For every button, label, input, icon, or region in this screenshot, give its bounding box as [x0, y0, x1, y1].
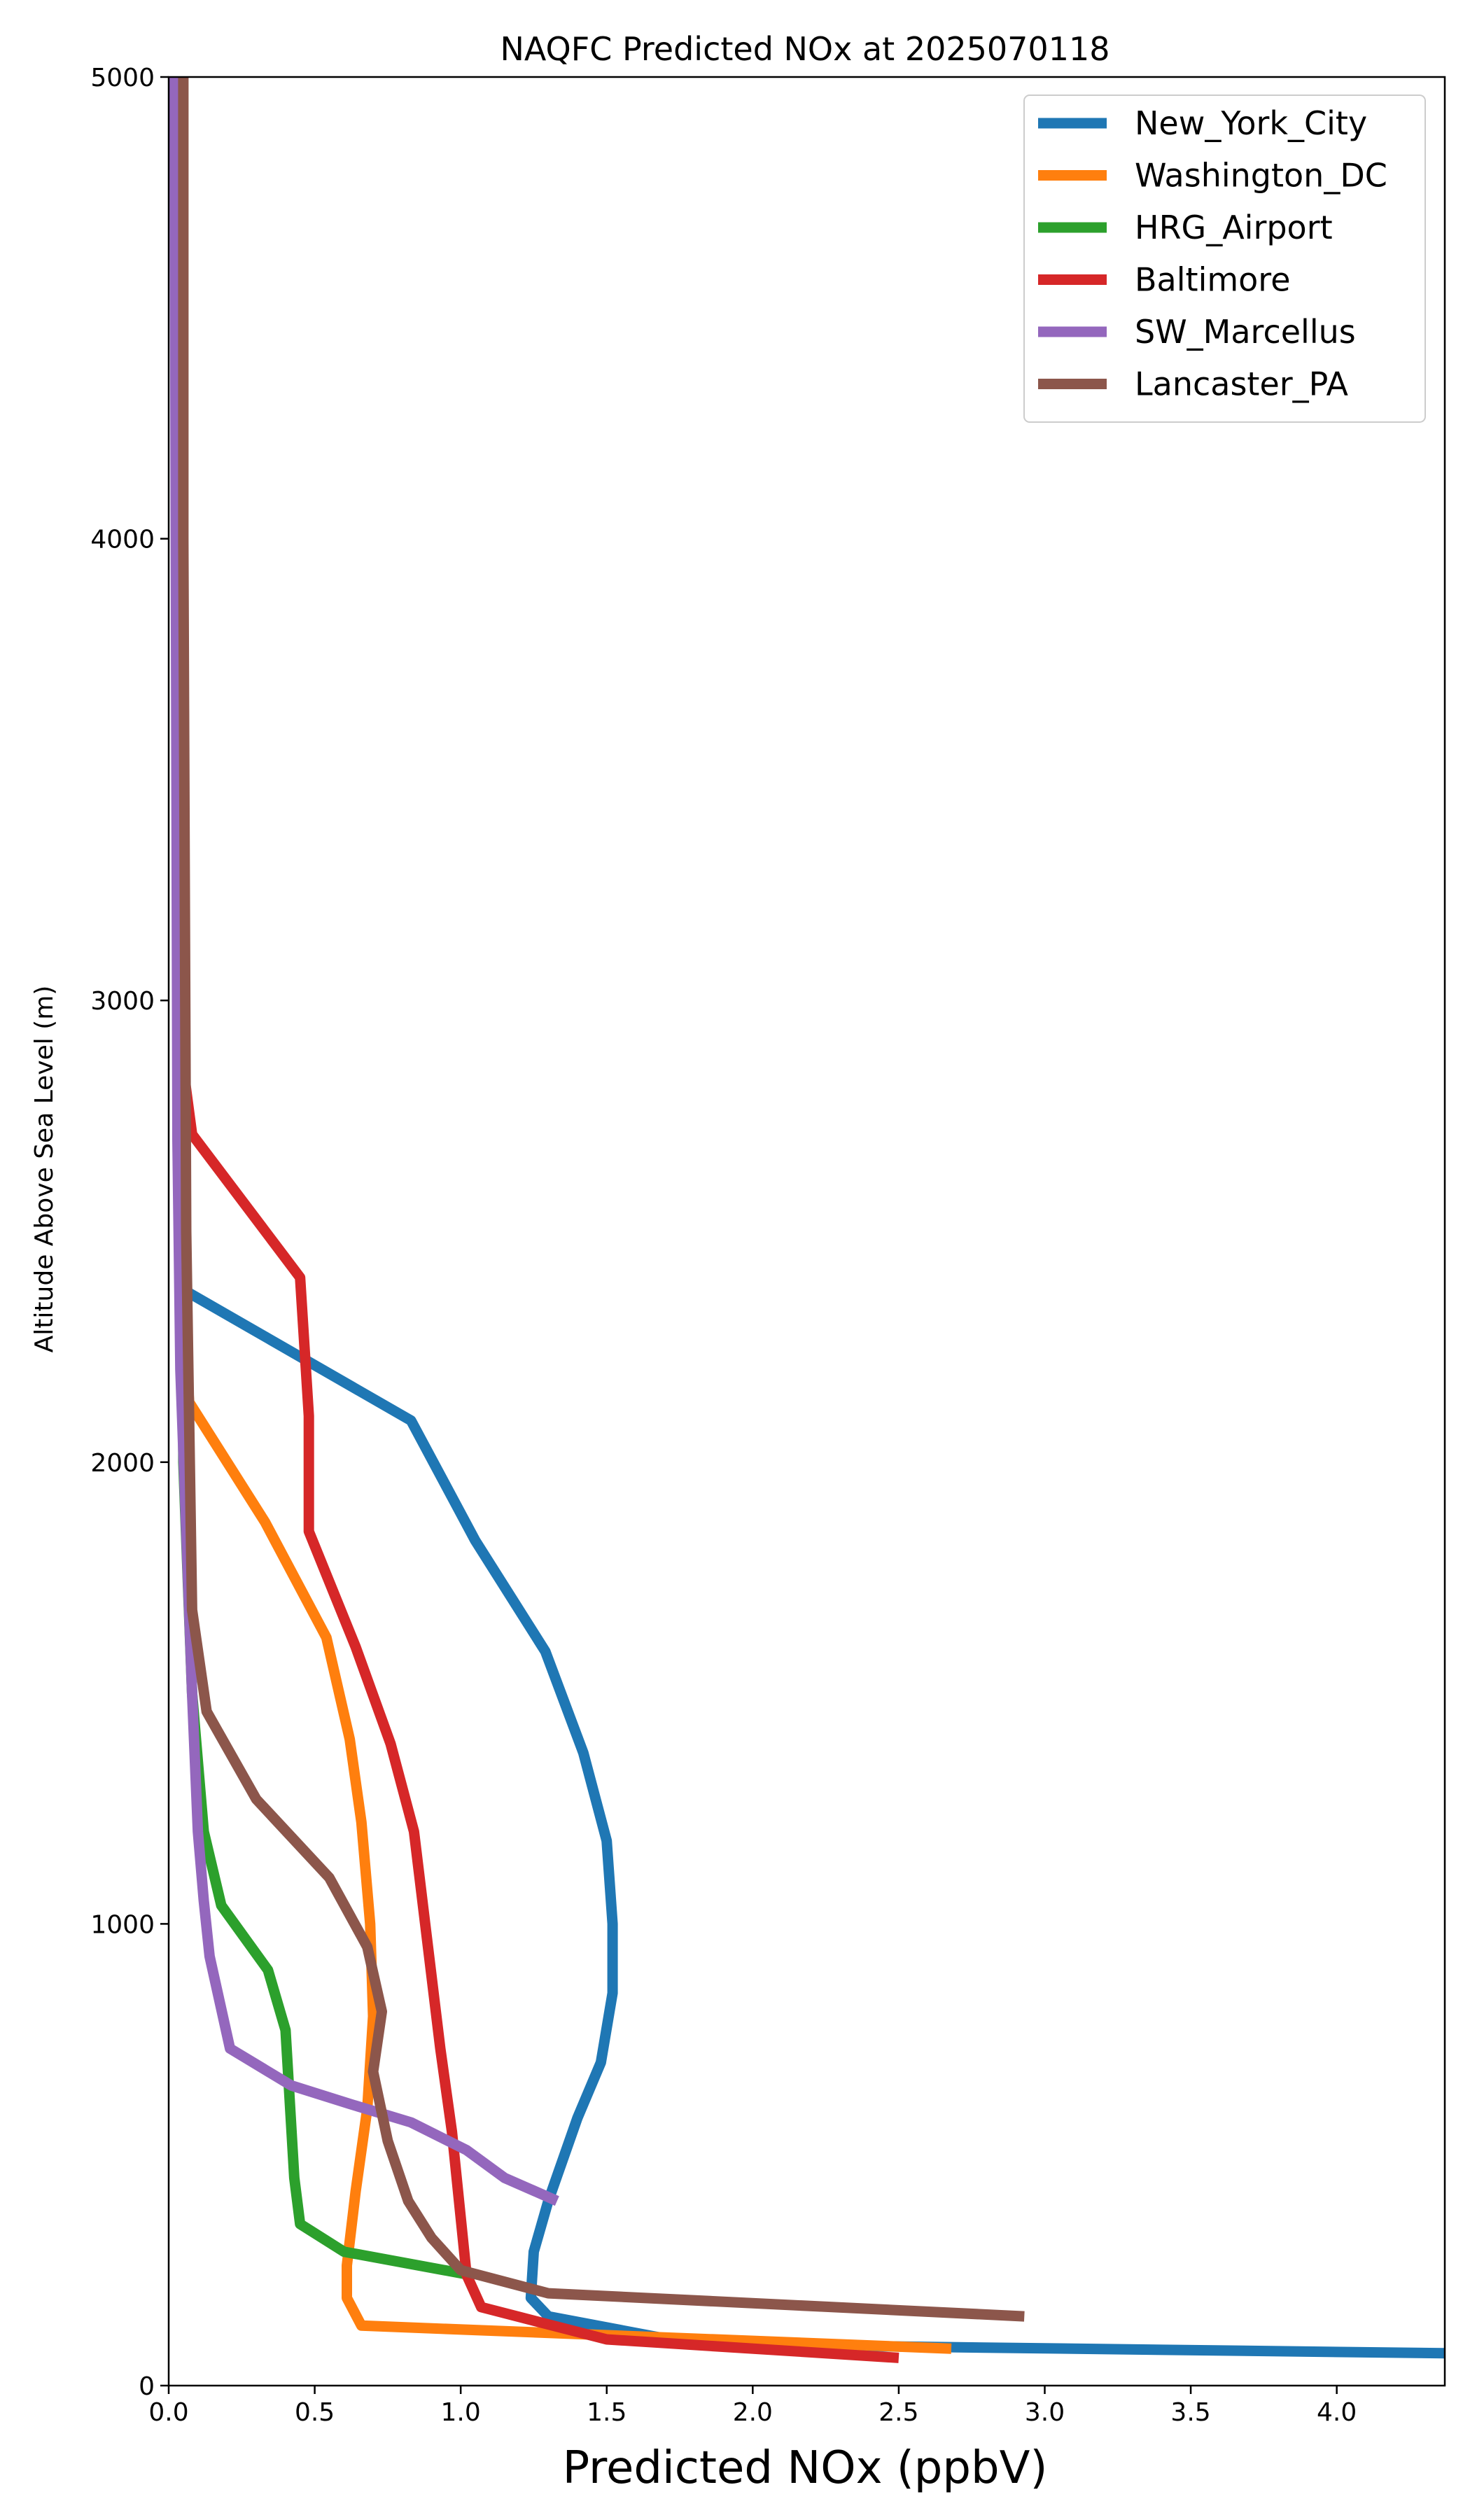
x-tick-label: 2.5 [878, 2398, 918, 2427]
y-tick-label: 3000 [90, 987, 155, 1016]
chart-title: NAQFC Predicted NOx at 2025070118 [500, 30, 1110, 68]
legend-label-Baltimore: Baltimore [1135, 261, 1291, 299]
axes-frame [167, 76, 1446, 2387]
plot-area: 0.0 0.5 1.0 1.5 2.0 2.5 3.0 3.5 4.0 0 1000 2000 3000… [90, 64, 1446, 2427]
legend-label-Washington_DC: Washington_DC [1135, 157, 1387, 195]
x-tick-label: 3.5 [1170, 2398, 1210, 2427]
x-tick-label: 0.5 [295, 2398, 335, 2427]
x-tick-label: 0.0 [148, 2398, 188, 2427]
legend: New_York_City Washington_DC HRG_Airport Bal… [1023, 94, 1426, 423]
series-line-New_York_City [172, 77, 1445, 2359]
y-tick-label: 2000 [90, 1449, 155, 1478]
legend-label-HRG_Airport: HRG_Airport [1135, 209, 1333, 246]
legend-box [1023, 94, 1426, 423]
x-tick-label: 2.0 [733, 2398, 773, 2427]
series-line-SW_Marcellus [169, 77, 559, 2206]
x-tick-label: 4.0 [1317, 2398, 1357, 2427]
x-axis-label: Predicted NOx (ppbV) [563, 2442, 1048, 2494]
y-tick-label: 5000 [90, 64, 155, 92]
x-tick-label: 1.5 [587, 2398, 626, 2427]
series-line-Baltimore [172, 77, 899, 2363]
y-tick-label: 1000 [90, 1910, 155, 1939]
series-line-Lancaster_PA [178, 77, 1025, 2322]
y-axis-label: Altitude Above Sea Level (m) [30, 986, 59, 1353]
x-tick-label: 1.0 [441, 2398, 481, 2427]
series-lines [169, 77, 1445, 2363]
legend-label-SW_Marcellus: SW_Marcellus [1135, 313, 1356, 351]
y-tick-label: 4000 [90, 526, 155, 554]
y-tick-label: 0 [139, 2372, 155, 2401]
legend-label-New_York_City: New_York_City [1135, 104, 1367, 142]
legend-label-Lancaster_PA: Lancaster_PA [1135, 365, 1348, 403]
series-line-Washington_DC [172, 77, 952, 2354]
x-tick-label: 3.0 [1025, 2398, 1065, 2427]
